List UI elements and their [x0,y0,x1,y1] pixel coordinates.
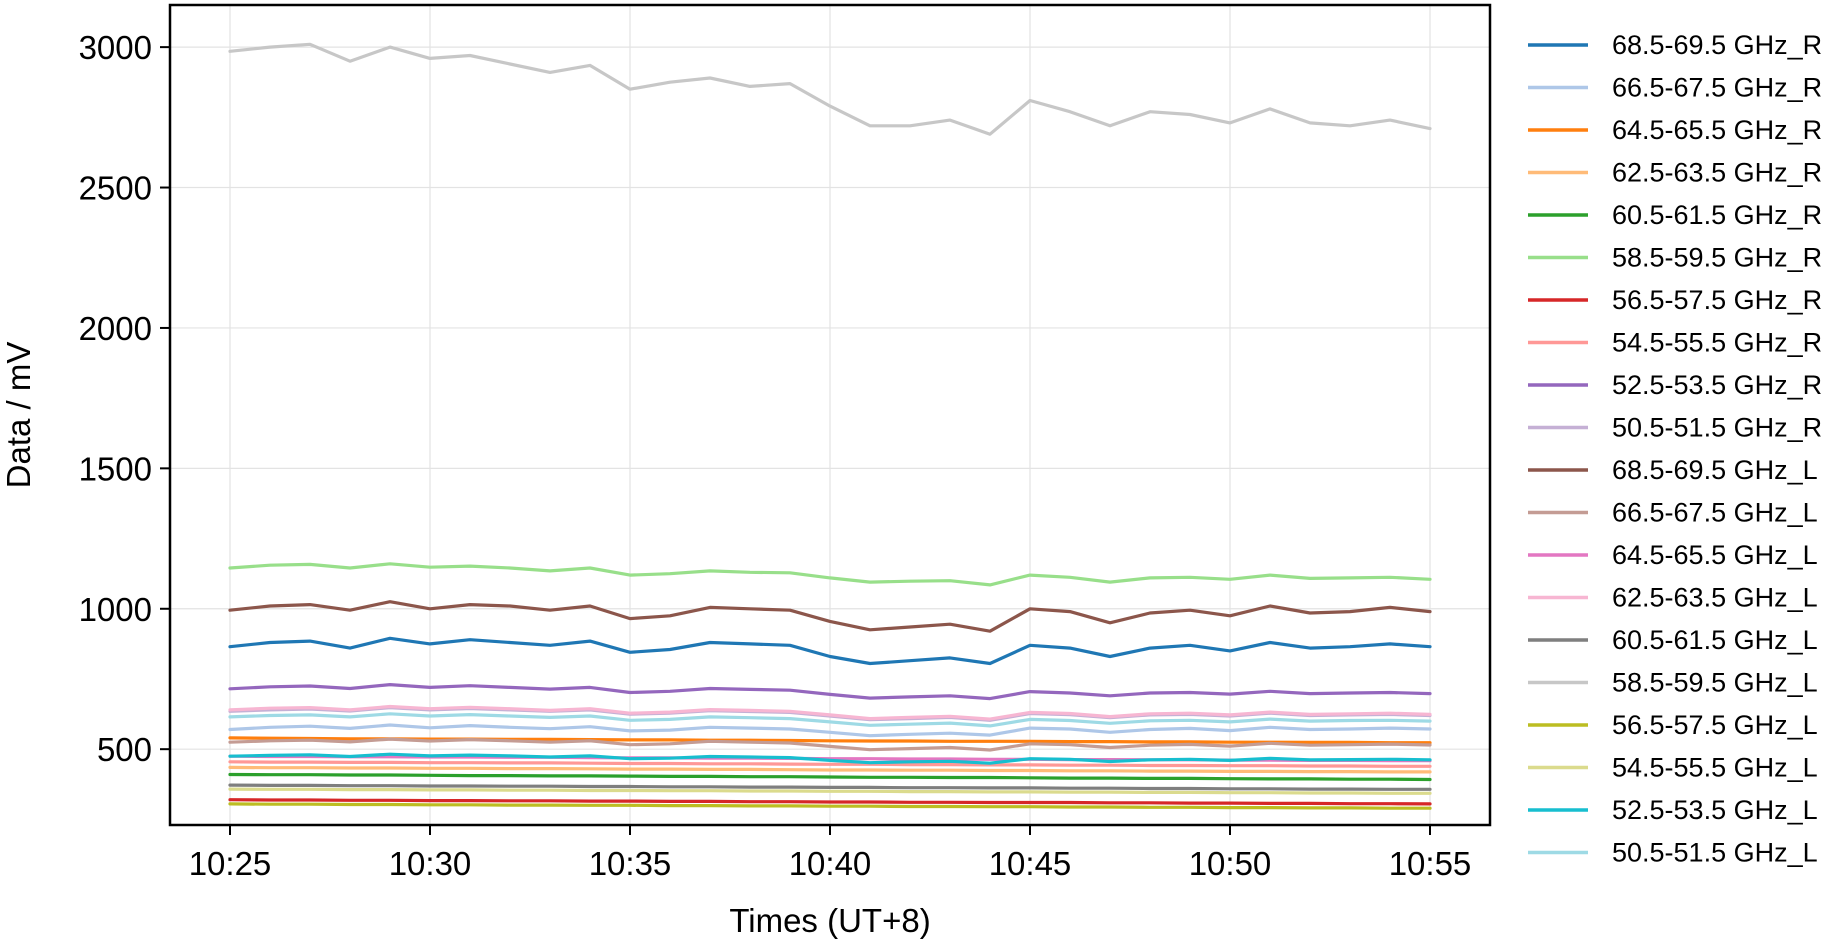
series-line [228,765,1432,774]
x-tick-label: 10:40 [789,845,872,882]
series-line [228,704,1432,721]
legend-label: 56.5-57.5 GHz_L [1612,710,1818,740]
legend-label: 58.5-59.5 GHz_L [1612,668,1818,698]
series-line [228,783,1432,791]
y-tick-label: 1000 [79,591,152,628]
legend-label: 66.5-67.5 GHz_R [1612,73,1822,103]
y-tick-label: 500 [97,731,152,768]
legend-label: 56.5-57.5 GHz_R [1612,285,1822,315]
legend-label: 50.5-51.5 GHz_R [1612,413,1822,443]
series-line [228,736,1432,745]
y-tick-label: 2000 [79,310,152,347]
series-line [228,772,1432,782]
legend-label: 60.5-61.5 GHz_R [1612,200,1822,230]
legend-label: 62.5-63.5 GHz_R [1612,158,1822,188]
legend-label: 54.5-55.5 GHz_L [1612,753,1818,783]
legend-label: 50.5-51.5 GHz_L [1612,838,1818,868]
y-axis-label: Data / mV [0,342,37,489]
x-tick-label: 10:30 [389,845,472,882]
x-tick-label: 10:45 [989,845,1072,882]
legend-label: 68.5-69.5 GHz_R [1612,30,1822,60]
x-tick-label: 10:50 [1189,845,1272,882]
series-lines [228,42,1432,810]
series-line [228,723,1432,738]
legend-label: 52.5-53.5 GHz_L [1612,795,1818,825]
legend-label: 54.5-55.5 GHz_R [1612,328,1822,358]
y-tick-label: 1500 [79,450,152,487]
legend-label: 68.5-69.5 GHz_L [1612,455,1818,485]
series-line [228,600,1432,633]
series-line [228,737,1432,752]
series-line [228,42,1432,136]
series-line [228,712,1432,728]
series-line [228,752,1432,765]
axis-ticks: 10:25 10:30 10:35 10:40 10:45 10:50 10:55 500 10… [79,29,1472,882]
grid-lines [170,5,1490,825]
legend-label: 64.5-65.5 GHz_R [1612,115,1822,145]
series-line [228,802,1432,810]
series-line [228,636,1432,666]
y-tick-label: 2500 [79,170,152,207]
x-axis-label: Times (UT+8) [729,902,930,939]
x-tick-label: 10:55 [1389,845,1472,882]
legend: 68.5-69.5 GHz_R 66.5-67.5 GHz_R 64.5-65.5 … [1528,30,1822,868]
series-line [228,760,1432,768]
legend-label: 62.5-63.5 GHz_L [1612,583,1818,613]
series-line [228,562,1432,587]
legend-label: 66.5-67.5 GHz_L [1612,498,1818,528]
legend-label: 52.5-53.5 GHz_R [1612,370,1822,400]
legend-label: 64.5-65.5 GHz_L [1612,540,1818,570]
series-line [228,787,1432,795]
legend-label: 60.5-61.5 GHz_L [1612,625,1818,655]
series-line [228,683,1432,701]
y-tick-label: 3000 [79,29,152,66]
legend-label: 58.5-59.5 GHz_R [1612,243,1822,273]
series-line [228,798,1432,806]
x-tick-label: 10:35 [589,845,672,882]
x-tick-label: 10:25 [189,845,272,882]
